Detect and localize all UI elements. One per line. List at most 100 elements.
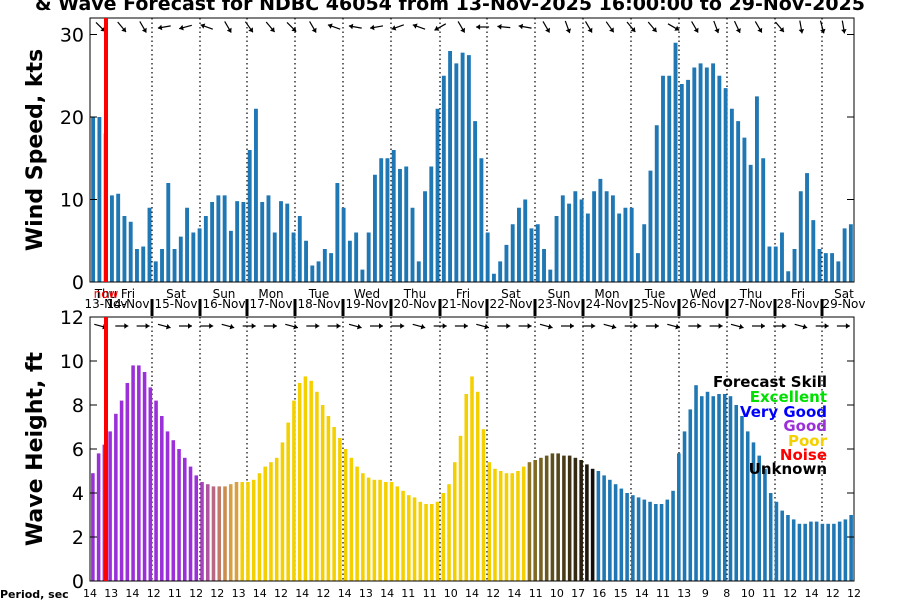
y-tick-label: 6	[72, 439, 84, 461]
wind-bar	[366, 232, 371, 282]
wind-bar	[429, 166, 434, 282]
day-date-label: 14-Nov	[106, 297, 149, 311]
wave-bar	[820, 523, 825, 581]
wind-bar	[285, 203, 290, 283]
wind-bar	[629, 207, 634, 282]
direction-arrow	[285, 323, 299, 330]
day-name-label: Mon	[594, 287, 619, 301]
wave-bar	[137, 365, 141, 581]
wave-bar	[849, 515, 853, 581]
wave-bar	[757, 455, 761, 581]
wind-bar	[604, 191, 609, 282]
direction-arrow	[348, 323, 362, 330]
wind-bar	[178, 236, 183, 283]
wave-bar	[372, 479, 377, 581]
direction-arrow	[117, 21, 127, 33]
direction-arrow	[667, 23, 680, 31]
wave-bar	[160, 416, 164, 581]
wave-bar	[188, 466, 193, 581]
wave-bar	[556, 453, 560, 581]
period-value: 12	[486, 587, 500, 600]
direction-arrow	[306, 323, 320, 329]
legend-item-noise: Noise	[780, 446, 827, 464]
direction-arrow	[733, 20, 741, 34]
wind-bar	[698, 63, 703, 283]
day-date-label: 24-Nov	[585, 297, 628, 311]
direction-arrow	[841, 20, 847, 34]
wave-bar	[274, 457, 279, 581]
wind-bar	[573, 191, 578, 282]
wind-bar	[272, 232, 277, 282]
direction-arrow	[775, 21, 785, 33]
wave-bar	[774, 501, 779, 581]
wind-bar	[748, 164, 753, 282]
wind-bar	[692, 67, 697, 282]
legend-item-excellent: Excellent	[750, 388, 827, 406]
wave-bar	[682, 431, 687, 581]
period-value: 12	[847, 587, 861, 600]
direction-arrow	[667, 323, 681, 330]
wind-bar	[661, 75, 665, 282]
wave-day-gridlines	[151, 317, 823, 581]
day-name-label: Wed	[354, 287, 380, 301]
wind-bar	[460, 52, 465, 283]
wind-bar	[441, 75, 446, 282]
wind-y-axis: 0 10 20 30	[60, 25, 854, 294]
wave-bar	[441, 493, 446, 581]
direction-arrow	[244, 21, 254, 33]
wave-bar	[608, 479, 612, 581]
wind-bar	[410, 207, 415, 282]
wave-bar	[619, 488, 624, 581]
wind-bar	[610, 195, 615, 283]
direction-arrow	[691, 21, 699, 33]
direction-arrow	[815, 323, 829, 329]
direction-arrow	[603, 323, 617, 330]
wave-bar	[125, 383, 130, 581]
period-value: 11	[762, 587, 776, 600]
wave-bar	[435, 501, 440, 581]
chart-title: & Wave Forecast for NDBC 46054 from 13-N…	[35, 0, 865, 15]
wind-bar	[560, 195, 565, 283]
wind-bar	[454, 63, 459, 283]
direction-arrow	[773, 323, 787, 329]
wave-bar	[728, 396, 733, 581]
wave-bar	[171, 440, 176, 581]
direction-arrow	[136, 323, 150, 329]
wind-bar	[773, 246, 778, 282]
wind-bar	[473, 121, 478, 283]
wind-bar	[711, 63, 716, 283]
period-value: 14	[380, 587, 394, 600]
legend-title: Forecast Skill	[713, 373, 827, 391]
legend-item-unknown: Unknown	[749, 460, 827, 478]
direction-arrow	[794, 323, 808, 330]
day-date-label: 26-Nov	[681, 297, 724, 311]
period-row: Period, sec 14 13 14 12 11 12 12 13 14 12 14 12 14 13…	[0, 587, 861, 601]
wave-bar	[504, 473, 509, 581]
wind-bar	[686, 79, 690, 283]
direction-arrow	[605, 21, 615, 33]
wave-bar	[826, 523, 830, 581]
y-tick-label: 0	[72, 272, 84, 294]
direction-arrow	[819, 20, 826, 34]
day-name-label: Tue	[644, 287, 666, 301]
wave-bar	[401, 490, 405, 581]
direction-arrow	[179, 323, 192, 329]
wave-bar	[521, 466, 526, 581]
wind-bar	[448, 51, 453, 282]
period-value: 11	[401, 587, 415, 600]
wave-bar	[424, 504, 428, 581]
day-name-label: Sun	[548, 287, 571, 301]
period-value: 11	[529, 587, 543, 600]
wind-bar	[160, 249, 164, 282]
wave-bars	[91, 365, 853, 581]
wind-bar	[848, 224, 853, 282]
wave-bar	[803, 523, 807, 581]
direction-arrow	[179, 24, 192, 31]
wind-bar	[347, 240, 352, 282]
wave-bar	[585, 464, 589, 581]
wind-bar	[316, 261, 321, 283]
wave-bar	[791, 519, 796, 581]
wind-bar	[842, 228, 847, 283]
direction-arrow	[391, 323, 405, 329]
period-value: 11	[168, 587, 182, 600]
